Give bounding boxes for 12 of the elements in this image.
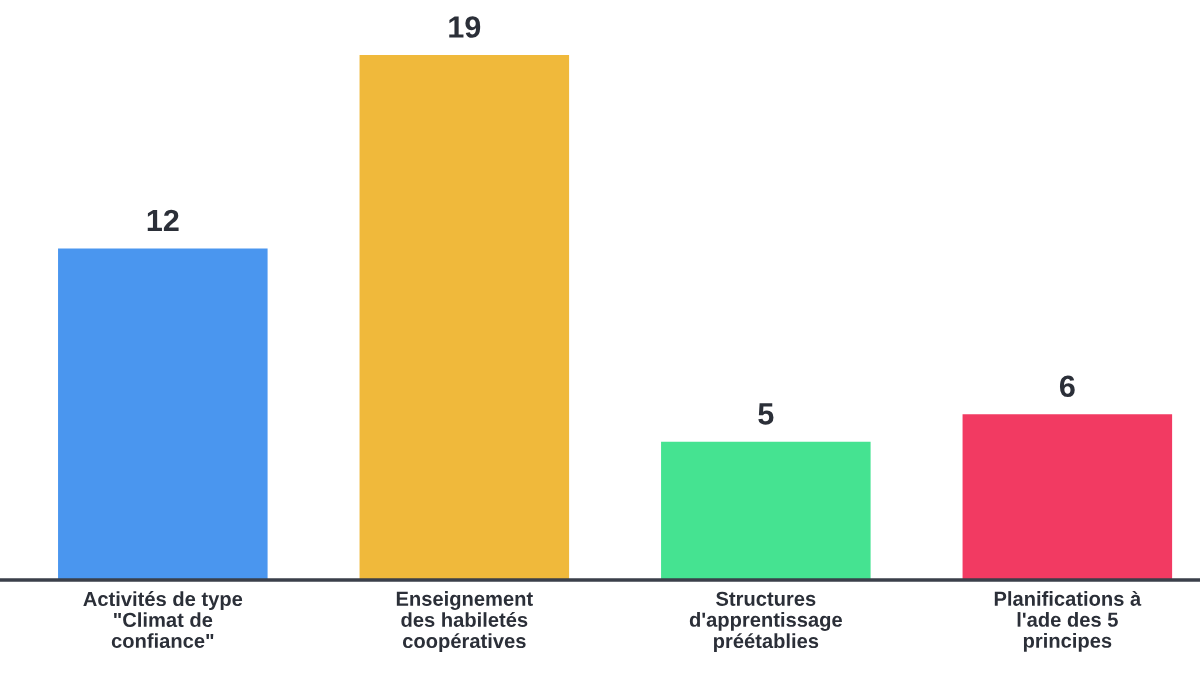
x-tick-label: Planifications à l'ade des 5 principes	[994, 590, 1142, 652]
bar	[661, 441, 871, 580]
data-label: 19	[449, 16, 481, 38]
x-tick-label: Structures d'apprentissage préétablies	[689, 591, 842, 653]
bar	[962, 414, 1173, 580]
x-tick-label: Activités de type "Climat de confiance"	[83, 591, 243, 648]
bar	[359, 55, 570, 580]
bar	[58, 248, 268, 580]
x-tick-label: Enseignement des habiletés coopératives	[396, 591, 533, 653]
data-label: 5	[758, 403, 774, 425]
data-label: 6	[1059, 375, 1075, 398]
data-label: 12	[147, 209, 179, 231]
